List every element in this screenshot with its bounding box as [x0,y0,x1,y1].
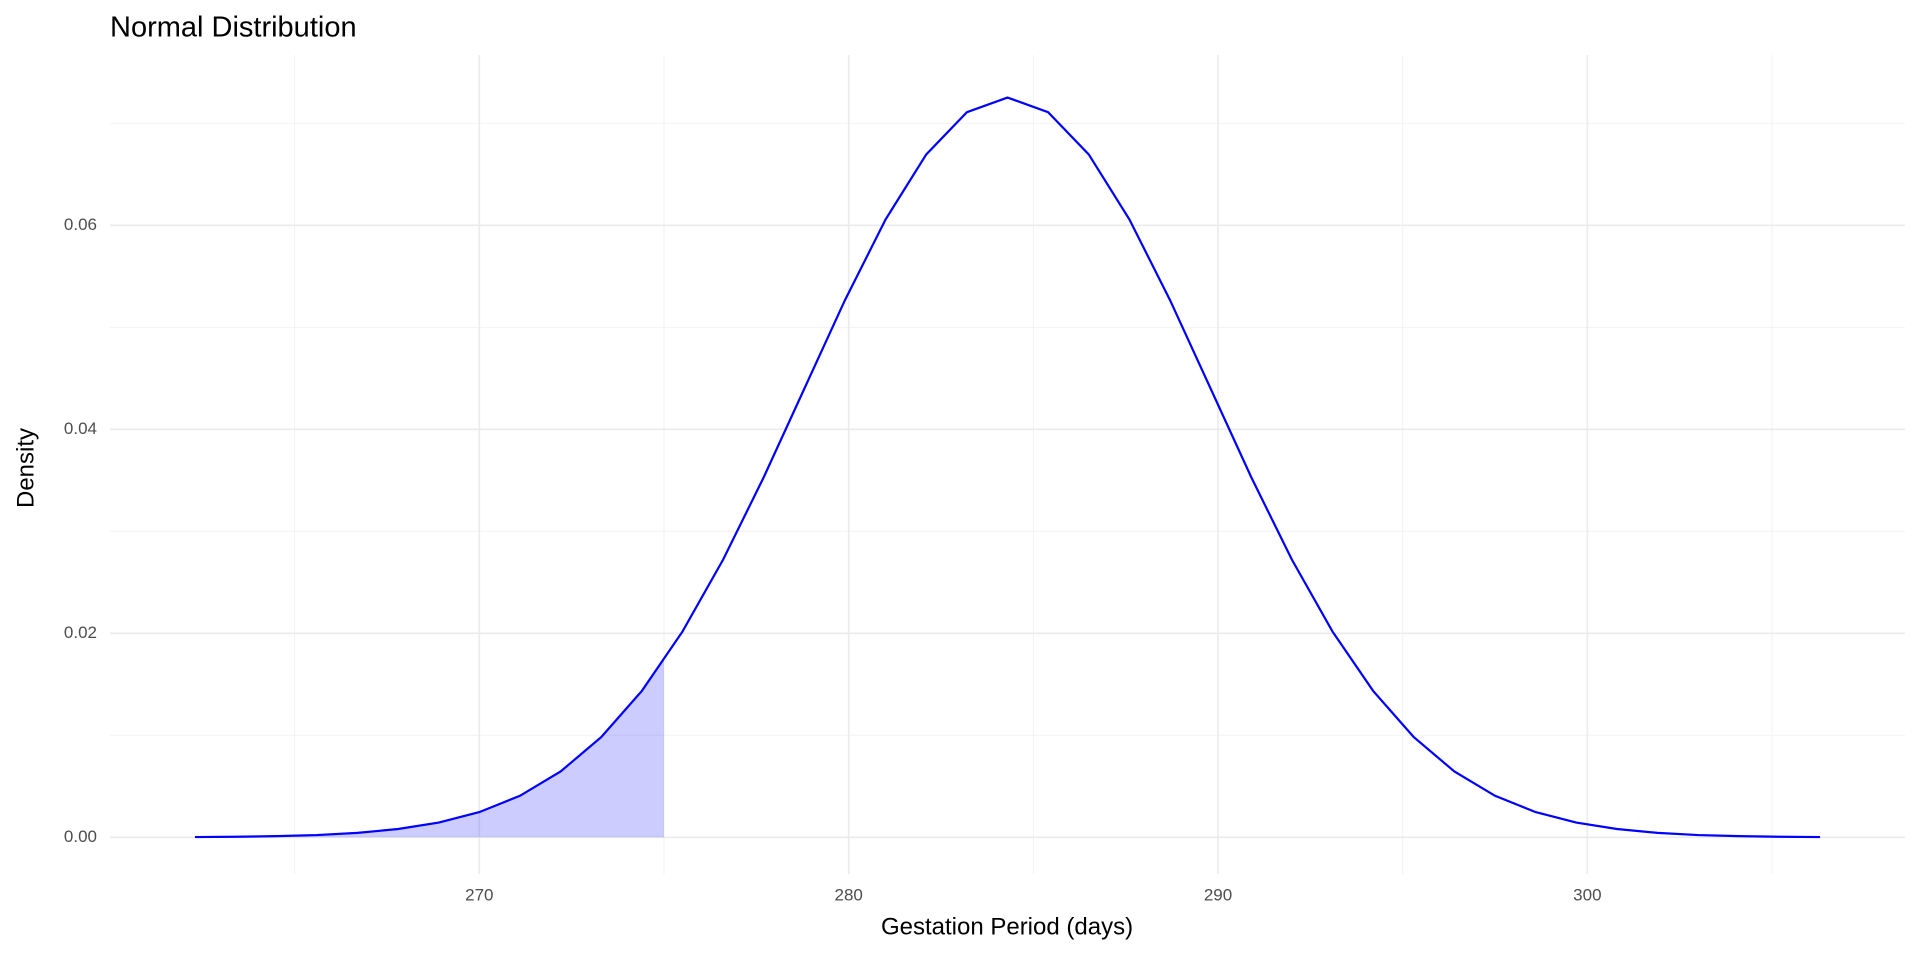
y-axis-title: Density [12,428,39,508]
y-tick-label: 0.04 [64,419,97,438]
shaded-area [194,660,665,838]
y-tick-label: 0.02 [64,623,97,642]
density-line [194,96,1821,839]
x-tick-label: 280 [834,885,862,904]
x-tick-label: 270 [465,885,493,904]
y-tick-label: 0.06 [64,215,97,234]
x-axis-title: Gestation Period (days) [881,913,1133,940]
y-tick-label: 0.00 [64,827,97,846]
x-tick-label: 300 [1573,885,1601,904]
chart-title: Normal Distribution [110,12,357,44]
x-tick-label: 290 [1204,885,1232,904]
